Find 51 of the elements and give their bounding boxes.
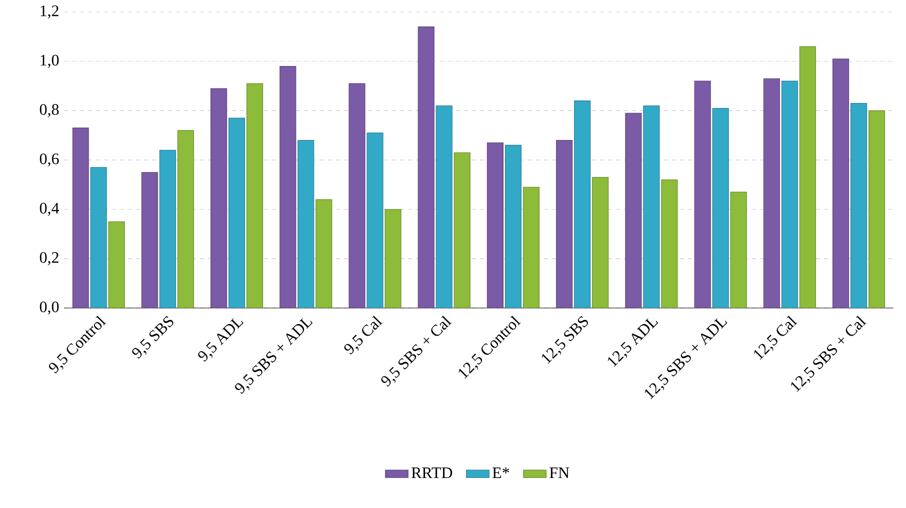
y-tick-label: 0,2 (40, 252, 58, 266)
bar (298, 140, 314, 308)
bar (141, 172, 158, 308)
bar (781, 80, 798, 308)
bar (625, 112, 642, 308)
bar (574, 100, 591, 308)
bar (661, 179, 678, 308)
y-tick-label: 0,8 (40, 104, 59, 118)
y-tick-label: 1,2 (40, 5, 58, 19)
bar (486, 142, 504, 308)
bar (210, 88, 228, 308)
bar (177, 130, 194, 308)
bar (643, 105, 660, 308)
x-tick-label: 12,5 Cal (754, 316, 798, 360)
bar (763, 78, 780, 308)
bar (694, 80, 711, 308)
y-tick-label: 0,6 (40, 153, 59, 167)
legend-label: RRTD (412, 468, 452, 478)
bar (556, 140, 573, 308)
bar (108, 221, 125, 308)
bar (348, 83, 366, 308)
bar (868, 110, 886, 308)
bar (522, 186, 540, 308)
x-tick-label: 12,5 SBS (542, 316, 588, 364)
bar (72, 128, 89, 308)
bar (280, 66, 296, 308)
x-tick-label: 9,5 Cal (344, 316, 383, 354)
bar (228, 118, 246, 308)
y-tick-label: 0,0 (40, 301, 59, 315)
bar (454, 152, 470, 308)
x-tick-label: 9,5 SBS (132, 316, 174, 359)
legend-label: E* (492, 468, 510, 478)
bar (159, 150, 176, 308)
bar (592, 177, 609, 308)
bar (90, 167, 107, 308)
bar (504, 144, 522, 308)
bar (384, 209, 402, 308)
bar (316, 199, 332, 308)
bar (246, 83, 264, 308)
bar (850, 103, 868, 308)
y-tick-label: 0,4 (40, 202, 60, 216)
bar (730, 192, 747, 308)
bar (799, 46, 816, 308)
bar (712, 108, 729, 308)
bar (418, 26, 434, 308)
bar (436, 105, 452, 308)
bar (366, 132, 384, 308)
legend-label: FN (550, 468, 570, 478)
bar (832, 58, 850, 308)
x-tick-label: 9,5 SBS + Cal (381, 316, 452, 387)
y-tick-label: 1,0 (40, 54, 59, 68)
